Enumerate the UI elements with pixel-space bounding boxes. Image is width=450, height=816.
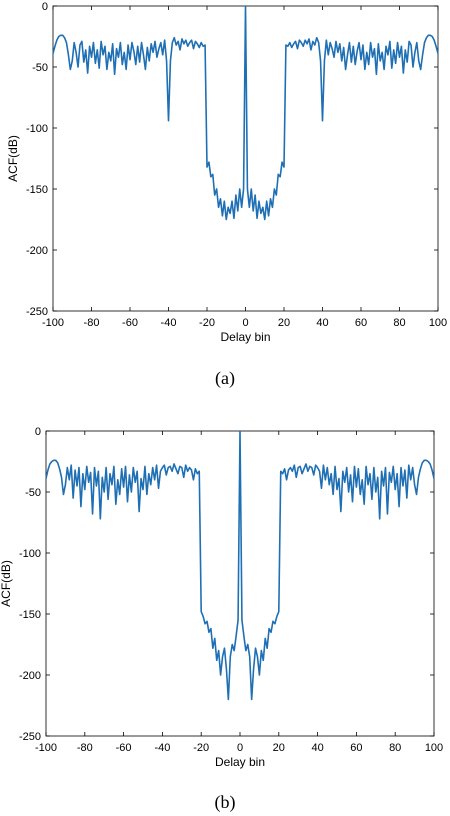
x-tick-label: 40 (311, 742, 323, 754)
caption-a: (a) (215, 368, 235, 388)
y-tick-label: -50 (25, 487, 41, 499)
x-tick-label: 60 (350, 742, 362, 754)
x-tick-label: -80 (84, 317, 100, 329)
x-axis-label: Delay bin (220, 330, 270, 344)
x-tick-label: 20 (278, 317, 290, 329)
x-tick-label: -20 (199, 317, 215, 329)
x-tick-label: -20 (193, 742, 209, 754)
y-tick-label: -150 (26, 184, 48, 196)
x-tick-label: -100 (42, 317, 64, 329)
y-tick-label: 0 (35, 426, 41, 438)
y-tick-label: -250 (19, 731, 41, 743)
x-tick-label: 40 (316, 317, 328, 329)
series-line (45, 430, 435, 701)
y-axis-label: ACF(dB) (6, 135, 20, 182)
y-tick-label: -200 (19, 670, 41, 682)
chart-a: -100 -80 -60 -40 -20 0 20 40 60 80 1000-50-100-150… (6, 1, 447, 344)
caption-b: (b) (214, 792, 236, 812)
y-axis-label: ACF(dB) (0, 560, 13, 607)
x-tick-label: -60 (116, 742, 132, 754)
chart-panel-a: -100 -80 -60 -40 -20 0 20 40 60 80 100 0 -50 -100 -150… (0, 0, 450, 400)
x-tick-label: 80 (389, 742, 401, 754)
x-axis-label: Delay bin (215, 755, 265, 769)
x-tick-label: -40 (161, 317, 177, 329)
chart-panel-b: -100 -80 -60 -40 -20 0 20 40 60 80 100 0 -50 -100 -150… (0, 420, 450, 816)
y-tick-label: -200 (26, 245, 48, 257)
x-tick-label: -80 (77, 742, 93, 754)
chart-b: -100 -80 -60 -40 -20 0 20 40 60 80 1000-50-100-150… (0, 426, 443, 769)
y-tick-label: -50 (32, 62, 48, 74)
y-tick-label: -150 (19, 609, 41, 621)
y-tick-label: -100 (26, 123, 48, 135)
x-tick-label: -100 (35, 742, 57, 754)
y-tick-label: 0 (42, 1, 48, 13)
y-tick-label: -250 (26, 306, 48, 318)
x-tick-label: 100 (429, 317, 447, 329)
y-tick-label: -100 (19, 548, 41, 560)
x-tick-label: 0 (237, 742, 243, 754)
x-tick-label: -60 (122, 317, 138, 329)
x-tick-label: 60 (355, 317, 367, 329)
series-line (52, 5, 439, 221)
x-tick-label: -40 (154, 742, 170, 754)
x-tick-label: 0 (242, 317, 248, 329)
x-tick-label: 80 (393, 317, 405, 329)
x-tick-label: 20 (273, 742, 285, 754)
x-tick-label: 100 (425, 742, 443, 754)
